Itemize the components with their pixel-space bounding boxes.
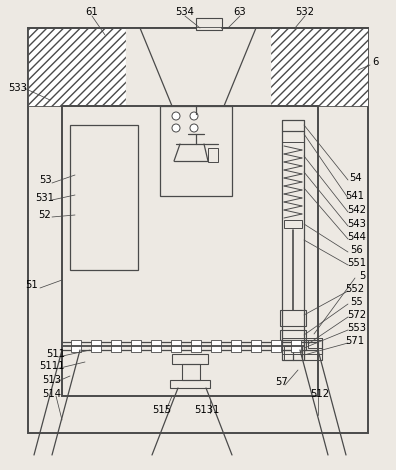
Text: 552: 552 <box>345 284 365 294</box>
Text: 5: 5 <box>359 271 365 281</box>
Text: 532: 532 <box>295 7 314 17</box>
Bar <box>284 220 302 228</box>
Bar <box>280 310 306 326</box>
Text: 56: 56 <box>350 245 364 255</box>
Bar <box>196 18 222 30</box>
Text: 57: 57 <box>276 377 288 387</box>
Bar <box>271 340 281 352</box>
Bar <box>28 28 126 106</box>
Circle shape <box>172 124 180 132</box>
Text: 51: 51 <box>26 280 38 290</box>
Bar <box>172 354 208 364</box>
Text: 511: 511 <box>46 349 66 359</box>
Text: 514: 514 <box>42 389 61 399</box>
Bar <box>282 120 304 360</box>
Text: 512: 512 <box>310 389 329 399</box>
Text: 513: 513 <box>42 375 61 385</box>
Bar <box>304 340 322 360</box>
Text: 553: 553 <box>348 323 367 333</box>
Text: 63: 63 <box>234 7 246 17</box>
Text: 5131: 5131 <box>194 405 220 415</box>
Text: 531: 531 <box>36 193 55 203</box>
Text: 53: 53 <box>39 175 51 185</box>
Bar <box>91 340 101 352</box>
Bar <box>251 340 261 352</box>
Text: 533: 533 <box>9 83 27 93</box>
Bar <box>182 364 200 380</box>
Bar <box>282 120 304 142</box>
Circle shape <box>190 112 198 120</box>
Bar <box>160 106 232 196</box>
Bar <box>270 28 368 106</box>
Text: 543: 543 <box>348 219 366 229</box>
Bar <box>231 340 241 352</box>
Text: 551: 551 <box>347 258 367 268</box>
Bar <box>280 330 306 350</box>
Text: 544: 544 <box>348 232 366 242</box>
Text: 54: 54 <box>349 173 361 183</box>
Text: 5111: 5111 <box>39 361 65 371</box>
Text: 6: 6 <box>372 57 378 67</box>
Bar <box>191 340 201 352</box>
Bar <box>131 340 141 352</box>
Text: 55: 55 <box>350 297 364 307</box>
Bar <box>308 340 322 348</box>
Bar <box>170 380 210 388</box>
Circle shape <box>172 112 180 120</box>
Bar <box>70 125 138 270</box>
Bar <box>151 340 161 352</box>
Text: 542: 542 <box>348 205 367 215</box>
Bar <box>291 340 301 352</box>
Text: 534: 534 <box>175 7 194 17</box>
Bar <box>126 28 270 106</box>
Text: 572: 572 <box>347 310 367 320</box>
Bar <box>211 340 221 352</box>
Bar <box>171 340 181 352</box>
Bar <box>208 148 218 162</box>
Text: 541: 541 <box>345 191 364 201</box>
Bar <box>71 340 81 352</box>
Bar <box>111 340 121 352</box>
Bar <box>284 346 302 360</box>
Text: 61: 61 <box>86 7 98 17</box>
Bar <box>62 106 318 396</box>
Text: 571: 571 <box>345 336 365 346</box>
Text: 52: 52 <box>39 210 51 220</box>
Circle shape <box>190 124 198 132</box>
Bar <box>28 28 368 433</box>
Text: 515: 515 <box>152 405 171 415</box>
